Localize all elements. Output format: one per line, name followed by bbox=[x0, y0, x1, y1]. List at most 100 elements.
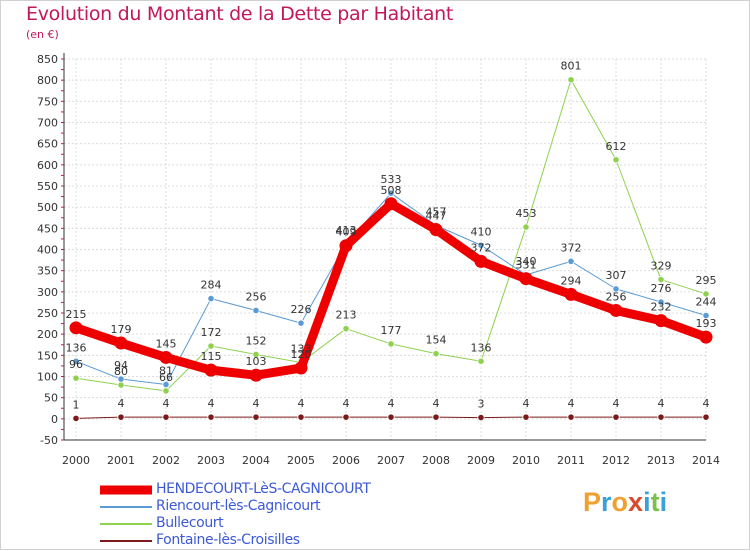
data-point bbox=[609, 303, 623, 317]
data-point bbox=[207, 295, 215, 303]
y-tick-label: 100 bbox=[37, 371, 58, 384]
data-label: 413 bbox=[336, 224, 357, 237]
proxiti-logo: Proxiti bbox=[583, 487, 667, 518]
data-point bbox=[699, 330, 713, 344]
data-point bbox=[114, 336, 128, 350]
data-label: 4 bbox=[568, 397, 575, 410]
chart-subtitle: (en €) bbox=[26, 28, 59, 41]
data-label: 66 bbox=[159, 371, 173, 384]
data-point bbox=[69, 321, 83, 335]
y-tick-label: 800 bbox=[37, 74, 58, 87]
data-point bbox=[474, 254, 488, 268]
data-label: 226 bbox=[291, 303, 312, 316]
data-point bbox=[117, 375, 125, 383]
data-point bbox=[387, 340, 395, 348]
data-point bbox=[249, 368, 263, 382]
data-label: 4 bbox=[388, 397, 395, 410]
y-tick-label: 550 bbox=[37, 180, 58, 193]
y-tick-label: 0 bbox=[51, 413, 58, 426]
y-tick-label: 700 bbox=[37, 117, 58, 130]
data-point bbox=[564, 287, 578, 301]
data-point bbox=[342, 413, 350, 421]
data-label: 1 bbox=[73, 398, 80, 411]
y-tick-label: 750 bbox=[37, 95, 58, 108]
y-tick-label: 850 bbox=[37, 53, 58, 66]
data-label: 152 bbox=[246, 334, 267, 347]
data-point bbox=[654, 314, 668, 328]
data-point bbox=[72, 374, 80, 382]
data-label: 244 bbox=[696, 296, 717, 309]
data-point bbox=[297, 319, 305, 327]
data-label: 193 bbox=[696, 317, 717, 330]
data-point bbox=[162, 413, 170, 421]
data-label: 4 bbox=[298, 397, 305, 410]
data-label: 307 bbox=[606, 269, 627, 282]
data-point bbox=[117, 381, 125, 389]
y-tick-label: 350 bbox=[37, 265, 58, 278]
data-point bbox=[384, 197, 398, 211]
data-label: 4 bbox=[343, 397, 350, 410]
x-tick-label: 2012 bbox=[602, 454, 630, 467]
data-point bbox=[429, 223, 443, 237]
data-point bbox=[702, 290, 710, 298]
data-point bbox=[522, 223, 530, 231]
legend-label: Riencourt-lès-Cagnicourt bbox=[156, 498, 321, 514]
legend-swatch bbox=[100, 506, 152, 508]
data-label: 4 bbox=[163, 397, 170, 410]
y-tick-label: 300 bbox=[37, 286, 58, 299]
data-label: 612 bbox=[606, 140, 627, 153]
data-point bbox=[339, 239, 353, 253]
data-point bbox=[612, 413, 620, 421]
data-point bbox=[702, 311, 710, 320]
data-label: 4 bbox=[658, 397, 665, 410]
data-label: 457 bbox=[426, 205, 447, 218]
y-tick-label: 600 bbox=[37, 159, 58, 172]
data-point bbox=[567, 257, 575, 265]
data-label: 4 bbox=[208, 397, 215, 410]
logo-letter: o bbox=[611, 487, 629, 517]
x-tick-label: 2007 bbox=[377, 454, 405, 467]
data-point bbox=[72, 357, 80, 365]
x-tick-label: 2004 bbox=[242, 454, 270, 467]
x-tick-label: 2006 bbox=[332, 454, 360, 467]
x-tick-label: 2010 bbox=[512, 454, 540, 467]
x-tick-label: 2002 bbox=[152, 454, 180, 467]
y-tick-label: 150 bbox=[37, 349, 58, 362]
data-point bbox=[72, 414, 80, 423]
data-label: 96 bbox=[69, 358, 83, 371]
y-tick-label: 400 bbox=[37, 244, 58, 257]
data-point bbox=[567, 413, 575, 421]
data-point bbox=[162, 387, 170, 395]
logo-letter: x bbox=[628, 487, 644, 517]
data-point bbox=[612, 285, 620, 293]
data-label: 256 bbox=[246, 290, 267, 303]
data-label: 136 bbox=[471, 341, 492, 354]
data-point bbox=[387, 413, 395, 421]
data-label: 409 bbox=[336, 226, 357, 239]
data-label: 232 bbox=[651, 301, 672, 314]
data-label: 154 bbox=[426, 334, 447, 347]
data-point bbox=[294, 361, 308, 375]
data-point bbox=[252, 413, 260, 421]
x-tick-label: 2014 bbox=[692, 454, 720, 467]
data-label: 256 bbox=[606, 290, 627, 303]
data-label: 3 bbox=[478, 398, 485, 411]
data-point bbox=[612, 156, 620, 164]
logo-letter: t bbox=[650, 487, 660, 517]
y-tick-label: -50 bbox=[40, 434, 58, 447]
legend-label: Bullecourt bbox=[156, 515, 224, 531]
data-label: 133 bbox=[291, 343, 312, 356]
x-tick-label: 2003 bbox=[197, 454, 225, 467]
data-label: 410 bbox=[471, 225, 492, 238]
data-label: 533 bbox=[381, 173, 402, 186]
y-tick-label: 50 bbox=[44, 392, 58, 405]
x-tick-label: 2008 bbox=[422, 454, 450, 467]
data-label: 447 bbox=[426, 210, 447, 223]
data-label: 215 bbox=[66, 308, 87, 321]
data-point bbox=[519, 272, 533, 286]
x-tick-label: 2000 bbox=[62, 454, 90, 467]
logo-letter: r bbox=[601, 487, 612, 517]
legend-label: Fontaine-lès-Croisilles bbox=[156, 532, 300, 548]
data-label: 213 bbox=[336, 309, 357, 322]
